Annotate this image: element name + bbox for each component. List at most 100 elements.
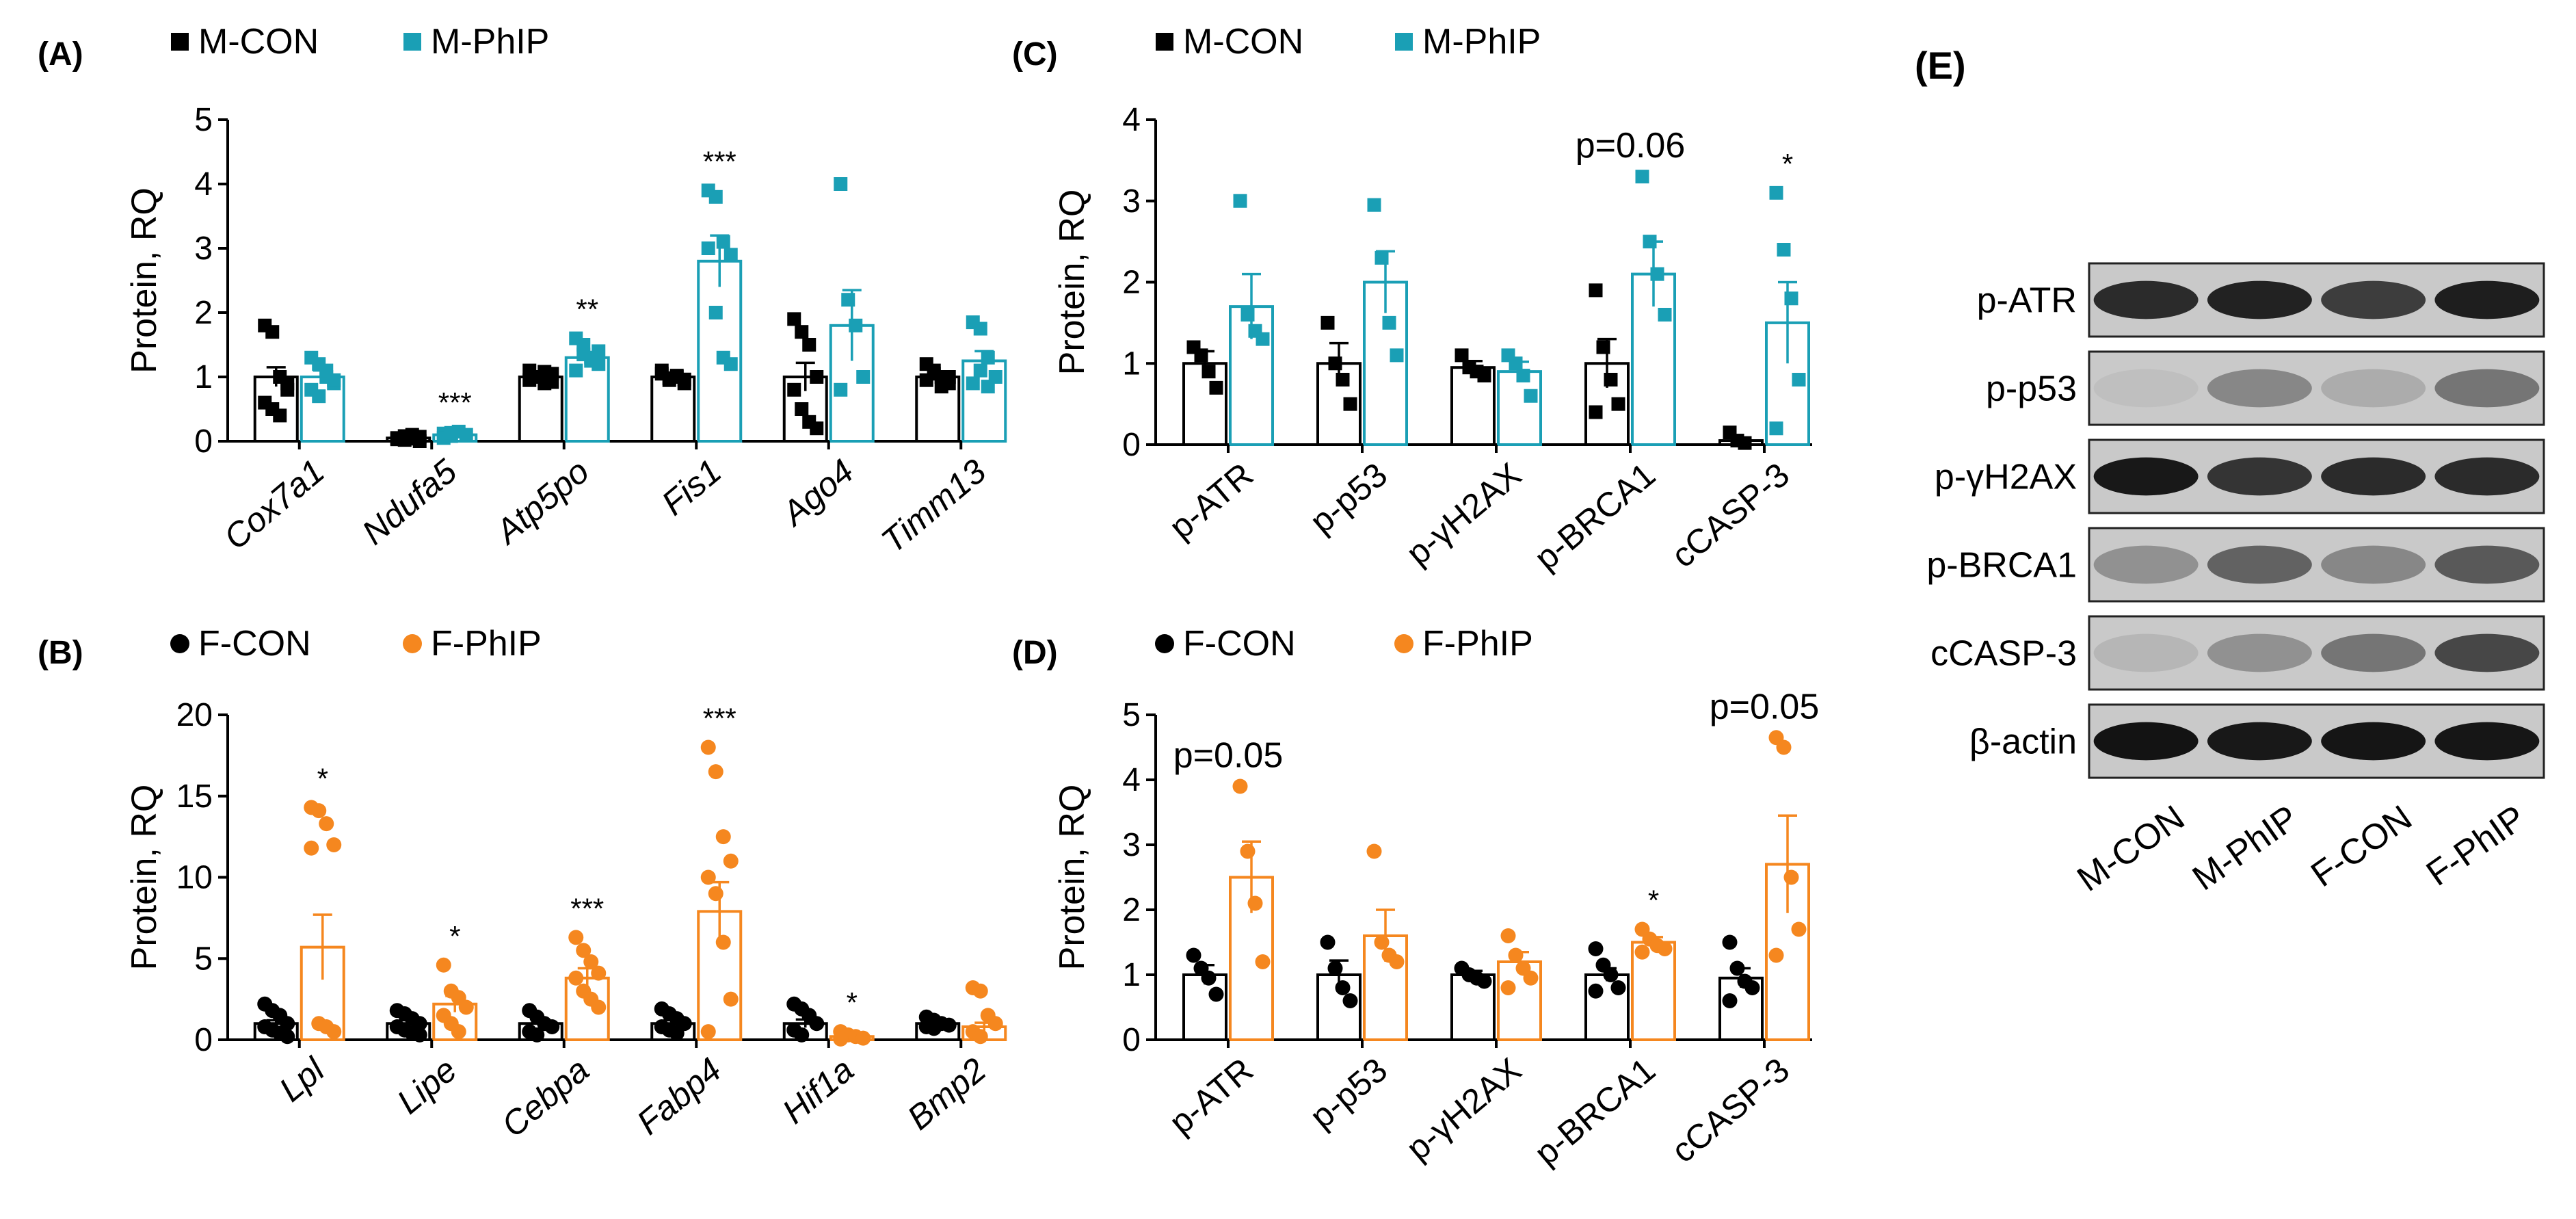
blot-row-label: p-p53 <box>1986 369 2077 409</box>
legend-marker <box>403 634 422 653</box>
data-point <box>1342 993 1358 1008</box>
x-tick-label: p-BRCA1 <box>1527 456 1662 578</box>
data-point <box>1783 869 1799 885</box>
data-point <box>1320 315 1335 330</box>
y-axis-label: Protein, RQ <box>124 187 164 373</box>
data-point <box>700 1024 716 1040</box>
data-point <box>312 389 326 404</box>
data-point <box>1500 928 1516 943</box>
data-point <box>412 1027 427 1043</box>
data-point <box>1722 934 1738 950</box>
data-point <box>723 991 739 1007</box>
blot-band <box>2093 633 2199 672</box>
data-point <box>1240 308 1255 322</box>
data-point <box>1320 934 1336 950</box>
data-point <box>1738 436 1752 450</box>
legend-label: F-CON <box>198 624 311 664</box>
data-point <box>327 373 341 387</box>
data-point <box>833 1031 849 1047</box>
data-point <box>987 1016 1003 1032</box>
data-point <box>1657 941 1673 956</box>
significance-label: p=0.05 <box>1710 687 1820 726</box>
data-point <box>708 306 723 319</box>
data-point <box>723 248 738 262</box>
data-point <box>1390 348 1404 363</box>
x-tick-label: p-p53 <box>1303 1051 1394 1136</box>
data-point <box>326 1024 342 1040</box>
blot-band <box>2321 545 2426 584</box>
y-tick-label: 4 <box>194 166 213 202</box>
y-tick-label: 3 <box>1122 183 1141 220</box>
blot-band <box>2093 457 2199 496</box>
data-point <box>1776 739 1792 755</box>
legend-marker <box>170 634 189 653</box>
data-point <box>1455 348 1469 363</box>
data-point <box>1784 291 1798 306</box>
data-point <box>809 1016 825 1032</box>
legend-marker <box>403 33 421 51</box>
data-point <box>592 344 606 358</box>
blot-lane-label: F-PhIP <box>2419 798 2533 893</box>
data-point <box>1327 960 1343 976</box>
data-point <box>1335 980 1351 995</box>
data-point <box>451 1024 466 1040</box>
y-tick-label: 2 <box>1122 892 1141 928</box>
panel-label: (B) <box>38 635 83 671</box>
y-tick-label: 5 <box>194 102 213 138</box>
data-point <box>926 1021 942 1036</box>
y-tick-label: 20 <box>176 697 213 733</box>
x-tick-label: cCASP-3 <box>1664 456 1797 575</box>
data-point <box>927 367 941 381</box>
blot-band <box>2321 369 2426 408</box>
data-point <box>1256 332 1270 346</box>
y-tick-label: 15 <box>176 778 213 815</box>
data-point <box>677 372 691 386</box>
y-tick-label: 3 <box>1122 827 1141 863</box>
x-tick-label: Fis1 <box>654 452 728 523</box>
data-point <box>1247 895 1263 911</box>
blot-band <box>2207 280 2312 319</box>
blot-band <box>2093 545 2199 584</box>
y-tick-label: 2 <box>194 295 213 331</box>
data-point <box>802 338 816 352</box>
significance-label: * <box>317 762 328 794</box>
data-point <box>708 189 723 204</box>
legend-marker <box>1155 634 1174 653</box>
data-point <box>1589 283 1603 298</box>
x-tick-label: Lpl <box>272 1049 333 1109</box>
data-point <box>1336 373 1350 386</box>
data-point <box>319 816 334 832</box>
blot-band <box>2093 722 2199 761</box>
legend-label: F-PhIP <box>1422 624 1533 664</box>
blot-band <box>2093 280 2199 319</box>
x-tick-label: Cox7a1 <box>217 452 332 558</box>
data-point <box>1722 993 1738 1008</box>
y-tick-label: 10 <box>176 860 213 896</box>
data-point <box>700 739 716 755</box>
data-point <box>1366 843 1382 859</box>
bar <box>1497 370 1542 446</box>
legend-label: M-CON <box>198 22 319 62</box>
data-point <box>326 837 342 852</box>
data-point <box>544 1019 560 1034</box>
data-point <box>304 840 319 856</box>
blot-lane-label: F-CON <box>2304 798 2419 895</box>
data-point <box>537 365 552 379</box>
data-point <box>1611 397 1625 411</box>
data-point <box>1610 980 1626 995</box>
y-tick-label: 0 <box>194 1022 213 1058</box>
legend-marker <box>171 33 189 51</box>
blot-row-label: p-ATR <box>1977 281 2077 321</box>
data-point <box>444 425 458 440</box>
data-point <box>810 421 824 436</box>
data-point <box>942 370 956 384</box>
data-point <box>841 293 855 307</box>
data-point <box>280 376 295 391</box>
data-point <box>273 408 287 423</box>
data-point <box>1643 235 1657 249</box>
y-tick-label: 1 <box>194 359 213 395</box>
blot-band <box>2434 457 2540 496</box>
y-tick-label: 2 <box>1122 265 1141 301</box>
y-axis-label: Protein, RQ <box>124 785 164 971</box>
